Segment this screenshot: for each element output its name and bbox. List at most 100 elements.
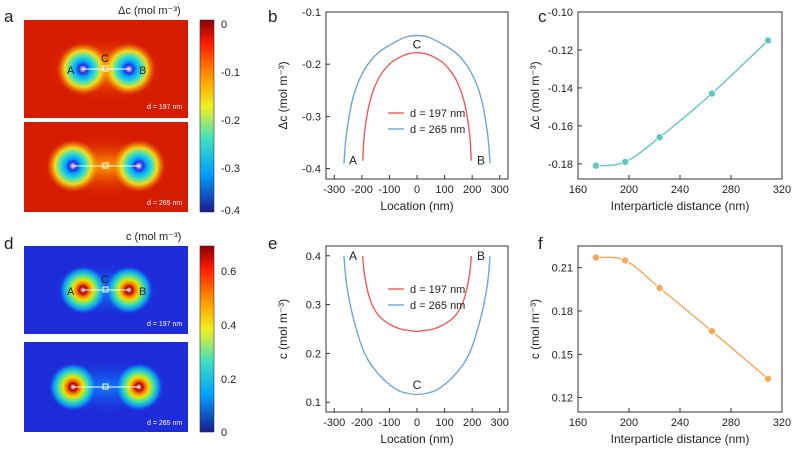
data-point — [621, 256, 630, 265]
x-axis-label: Location (nm) — [380, 199, 453, 213]
colorbar-delta: 0 -0.1 -0.2 -0.3 -0.4 — [199, 19, 240, 217]
y-axis-label: Δc (mol m⁻³) — [276, 61, 290, 129]
series-line — [595, 39, 769, 167]
map-d-label: d = 265 nm — [147, 420, 182, 427]
y-tick-label: -0.16 — [548, 121, 573, 133]
point-annotation: B — [477, 249, 485, 263]
y-tick-label: 0.12 — [552, 393, 573, 405]
x-tick-label: -300 — [323, 417, 345, 429]
y-tick-label: 0.4 — [306, 251, 321, 263]
y-tick-label: 0.3 — [306, 300, 321, 312]
y-tick-label: 0.15 — [552, 349, 573, 361]
x-tick-label: 0 — [414, 184, 420, 196]
y-axis-label: Δc (mol m⁻³) — [528, 61, 542, 129]
x-tick-label: 240 — [671, 417, 689, 429]
point-annotation: B — [477, 154, 485, 168]
map-label-a: A — [67, 65, 75, 77]
data-point — [655, 283, 664, 292]
x-tick-label: 240 — [671, 184, 689, 196]
data-point — [707, 89, 716, 98]
y-tick-label: -0.1 — [302, 7, 321, 19]
colorbar-tick: 0 — [221, 19, 227, 31]
y-tick-label: -0.3 — [302, 111, 321, 123]
x-tick-label: 320 — [773, 417, 791, 429]
data-point — [591, 161, 600, 170]
y-tick-label: -0.2 — [302, 59, 321, 71]
colorbar-conc: 0.6 0.4 0.2 0 — [199, 245, 236, 439]
series-line — [343, 255, 491, 396]
chart-c: 160 200 240 280 320 -0.10 -0.12 -0.14 -0.16 -0.18… — [528, 7, 791, 213]
x-tick-label: -200 — [351, 417, 373, 429]
map-d-label: d = 265 nm — [147, 200, 182, 207]
chart-e: -300 -200 -100 0 100 200 300 0.4 0.3 0.2 0.1 Locati… — [276, 245, 509, 446]
map-label-c: C — [101, 53, 109, 65]
x-tick-label: 300 — [491, 417, 509, 429]
y-tick-label: 0.18 — [552, 306, 573, 318]
data-point — [763, 374, 772, 383]
chart-f: 160 200 240 280 320 0.21 0.18 0.15 0.12 Interpart… — [528, 245, 791, 446]
panel-letter-e: e — [268, 234, 277, 253]
panel-letter-f: f — [538, 234, 543, 253]
point-annotation: C — [413, 378, 422, 392]
heatmap-conc-197: A C B d = 197 nm — [24, 246, 188, 334]
panel-a-title: Δc (mol m⁻³) — [118, 5, 181, 17]
map-d-label: d = 197 nm — [147, 104, 182, 111]
x-tick-label: 280 — [722, 417, 740, 429]
point-annotation: A — [349, 249, 357, 263]
x-axis-label: Interparticle distance (nm) — [611, 432, 750, 446]
x-axis-label: Location (nm) — [380, 432, 453, 446]
panel-letter-a: a — [4, 7, 14, 26]
y-tick-label: -0.18 — [548, 159, 573, 171]
legend-label: d = 265 nm — [410, 124, 465, 136]
legend-label: d = 197 nm — [410, 108, 465, 120]
colorbar-tick: -0.4 — [221, 205, 240, 217]
y-tick-label: -0.4 — [302, 164, 321, 176]
map-label-a: A — [67, 286, 75, 298]
x-tick-label: 160 — [569, 417, 587, 429]
colorbar-tick: -0.2 — [221, 115, 240, 127]
colorbar-tick: 0.2 — [221, 374, 236, 386]
colorbar-tick: 0.6 — [221, 266, 236, 278]
series-line — [362, 255, 472, 333]
series-line — [362, 51, 472, 161]
plot-frame — [577, 245, 783, 413]
map-d-label: d = 197 nm — [147, 321, 182, 328]
map-label-c: C — [101, 274, 109, 286]
plot-frame — [577, 11, 783, 180]
x-tick-label: 200 — [620, 417, 638, 429]
x-axis-label: Interparticle distance (nm) — [611, 199, 750, 213]
map-label-b: B — [139, 286, 146, 298]
x-tick-label: 0 — [414, 417, 420, 429]
panel-letter-d: d — [4, 234, 13, 253]
y-tick-label: -0.14 — [548, 83, 573, 95]
chart-b: -300 -200 -100 0 100 200 300 -0.1 -0.2 -0.3 -0.4 Lo… — [276, 7, 509, 213]
heatmap-delta-265: d = 265 nm — [24, 122, 188, 212]
panel-d-title: c (mol m⁻³) — [126, 231, 181, 243]
y-tick-label: 0.1 — [306, 397, 321, 409]
legend-label: d = 265 nm — [410, 300, 465, 312]
y-tick-label: 0.21 — [552, 263, 573, 275]
x-tick-label: 200 — [463, 417, 481, 429]
series-line — [595, 256, 769, 380]
colorbar-tick: -0.3 — [221, 163, 240, 175]
y-axis-label: c (mol m⁻³) — [528, 299, 542, 359]
panel-letter-b: b — [268, 7, 277, 26]
colorbar-tick: 0 — [221, 427, 227, 439]
data-point — [763, 36, 772, 45]
series-line — [343, 34, 491, 164]
x-tick-label: 200 — [620, 184, 638, 196]
y-tick-label: -0.10 — [548, 7, 573, 19]
x-tick-label: 100 — [435, 184, 453, 196]
x-tick-label: 300 — [491, 184, 509, 196]
x-tick-label: 160 — [569, 184, 587, 196]
point-annotation: A — [349, 154, 357, 168]
data-point — [621, 157, 630, 166]
data-point — [591, 253, 600, 262]
x-tick-label: 320 — [773, 184, 791, 196]
colorbar-tick: 0.4 — [221, 320, 236, 332]
heatmap-delta-197: A C B d = 197 nm — [24, 20, 188, 118]
map-label-b: B — [139, 65, 146, 77]
panel-letter-c: c — [538, 7, 547, 26]
y-tick-label: -0.12 — [548, 45, 573, 57]
